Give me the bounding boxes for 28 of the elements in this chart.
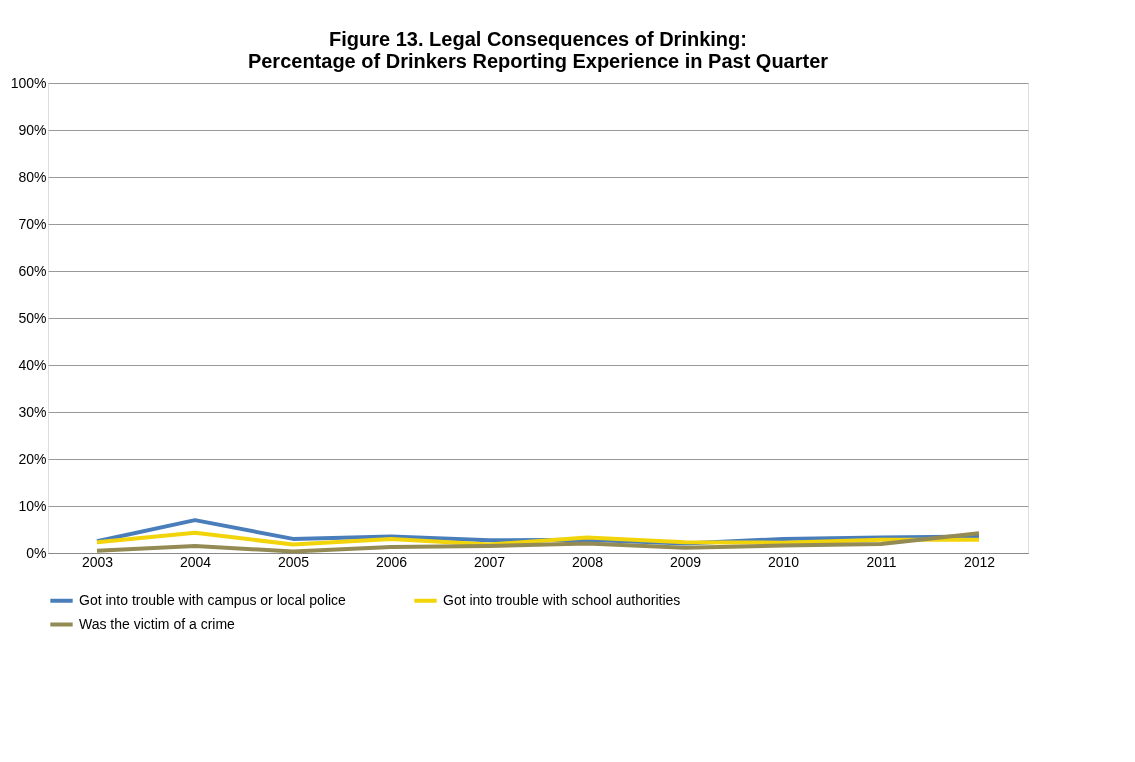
y-tick-label: 0% bbox=[26, 544, 47, 561]
legend-label: Was the victim of a crime bbox=[79, 615, 236, 632]
y-tick-label: 100% bbox=[10, 74, 47, 91]
y-tick-label: 20% bbox=[18, 450, 47, 467]
x-tick-label: 2008 bbox=[571, 553, 604, 570]
text: Figure 13. Legal Consequences of Drinking: bbox=[329, 28, 747, 50]
x-tick-label: 2004 bbox=[179, 553, 212, 570]
x-tick-label: 2011 bbox=[866, 553, 897, 570]
legend-label: Got into trouble with campus or local police bbox=[79, 591, 347, 608]
line-series bbox=[95, 530, 981, 547]
y-tick-label: 70% bbox=[18, 215, 47, 232]
x-tick-label: 2009 bbox=[669, 553, 702, 570]
x-tick-label: 2006 bbox=[375, 553, 408, 570]
x-tick-label: 2005 bbox=[277, 553, 310, 570]
y-tick-label: 90% bbox=[18, 121, 47, 138]
x-tick-label: 2010 bbox=[767, 553, 800, 570]
y-tick-label: 50% bbox=[18, 309, 47, 326]
line-series bbox=[95, 531, 981, 554]
y-tick-label: 40% bbox=[18, 356, 47, 373]
x-tick-label: 2012 bbox=[963, 553, 996, 570]
y-tick-label: 80% bbox=[18, 168, 47, 185]
text: Percentage of Drinkers Reporting Experience in Past Quarter bbox=[247, 50, 829, 72]
x-tick-label: 2007 bbox=[473, 553, 506, 570]
y-tick-label: 30% bbox=[18, 403, 47, 420]
y-tick-label: 60% bbox=[18, 262, 47, 279]
x-tick-label: 2003 bbox=[81, 553, 114, 570]
y-tick-label: 10% bbox=[18, 497, 47, 514]
legend-label: Got into trouble with school authorities bbox=[443, 591, 681, 608]
